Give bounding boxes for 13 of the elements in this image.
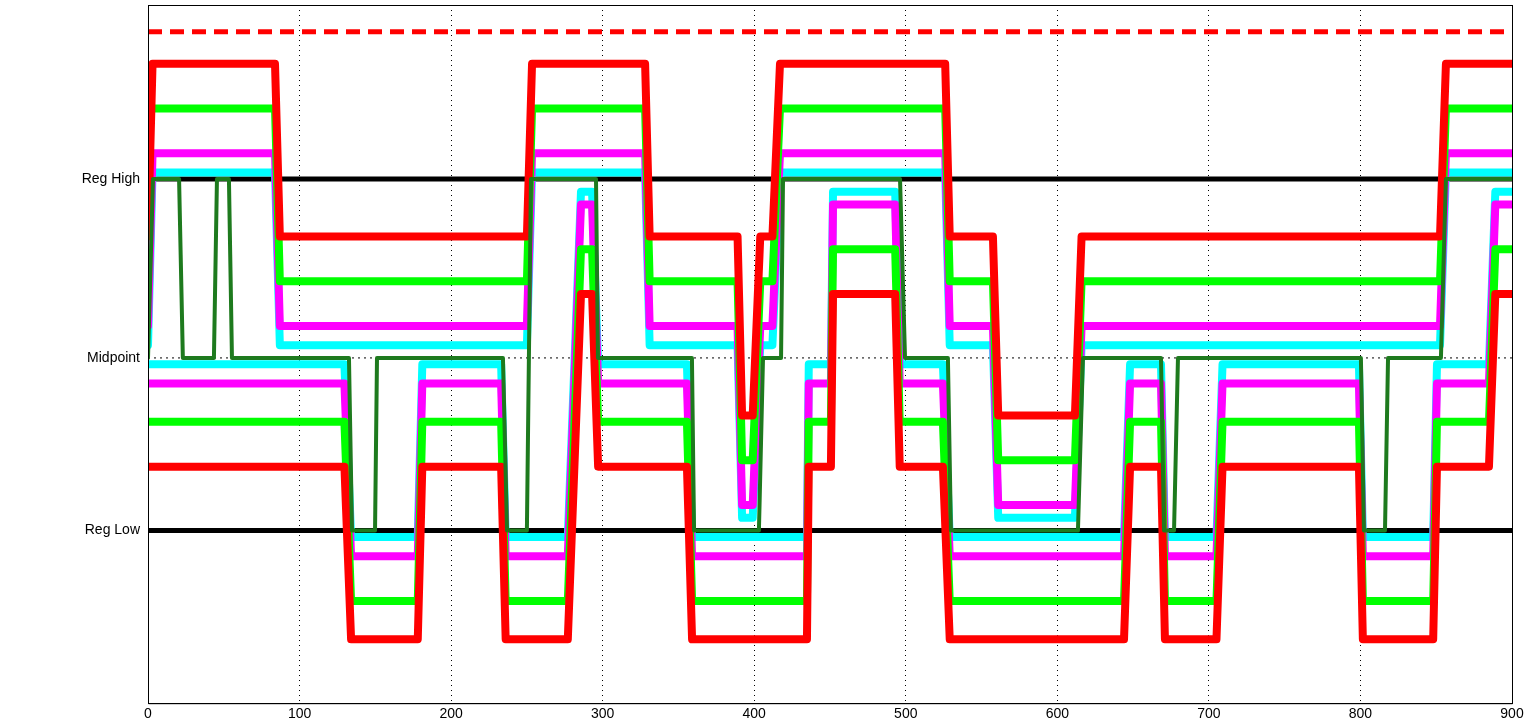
x-tick-label: 200 <box>439 705 463 722</box>
ref-line-label: Midpoint <box>87 348 141 365</box>
x-tick-label: 500 <box>894 705 918 722</box>
ref-line-label: Reg Low <box>84 521 141 538</box>
x-tick-label: 700 <box>1197 705 1221 722</box>
x-tick-label: 100 <box>287 705 312 722</box>
x-tick-label: 900 <box>1500 705 1524 722</box>
ref-line-label: Reg High <box>81 169 140 186</box>
x-tick-label: 400 <box>742 705 767 722</box>
x-tick-label: 800 <box>1348 705 1373 722</box>
x-tick-label: 600 <box>1045 705 1070 722</box>
x-tick-label: 300 <box>590 705 615 722</box>
x-tick-label: 0 <box>144 705 153 722</box>
